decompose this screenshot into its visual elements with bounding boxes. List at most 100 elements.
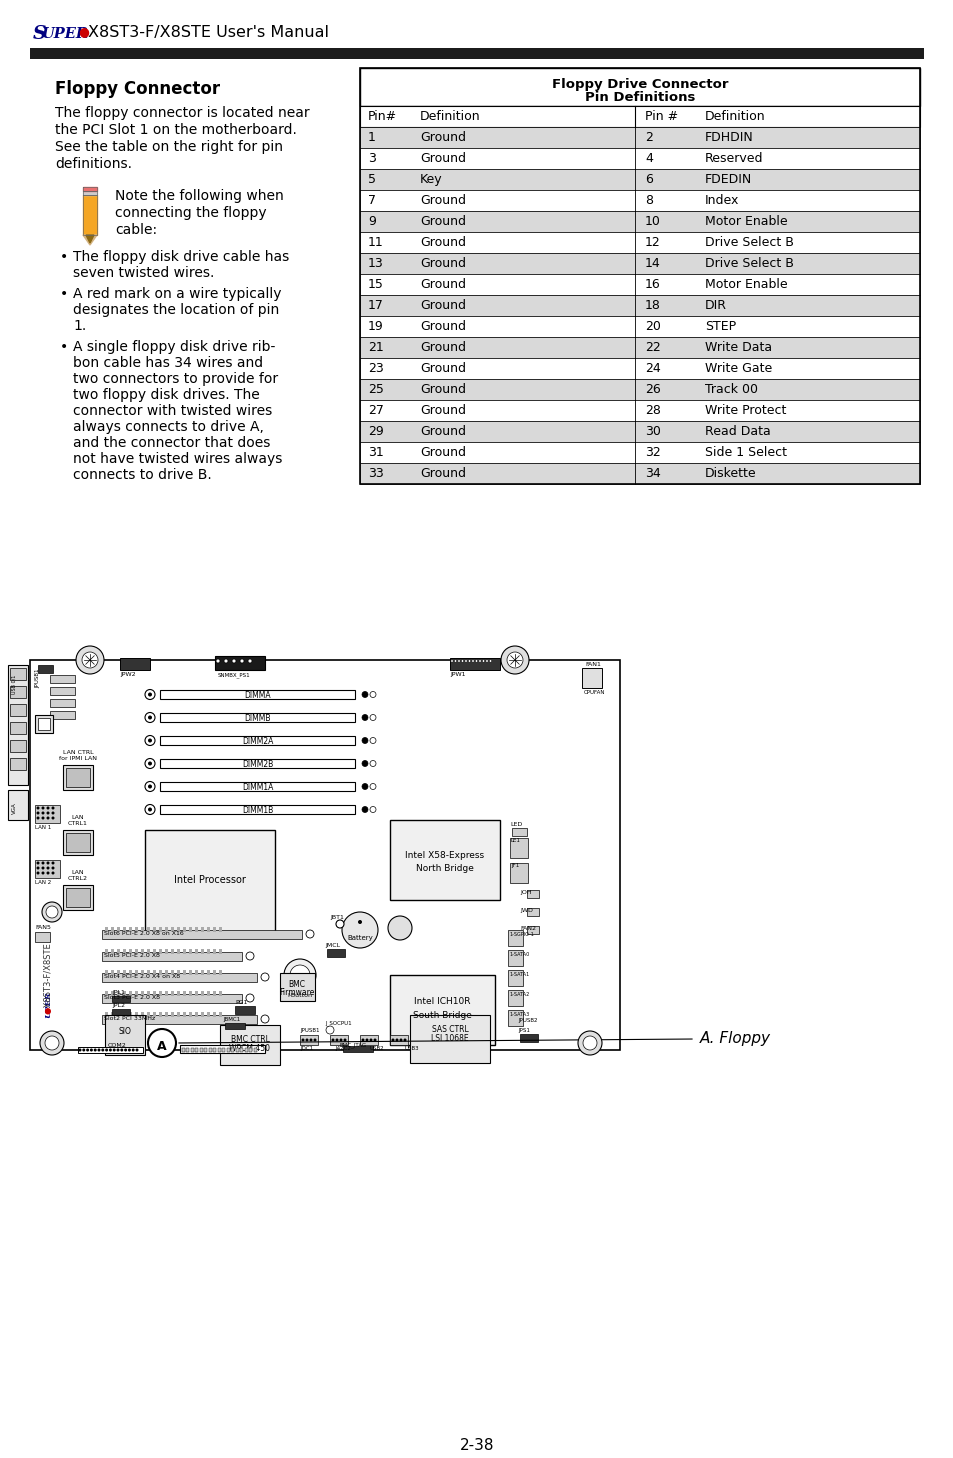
Bar (526, 926, 538, 935)
Circle shape (232, 659, 235, 663)
Bar (359, 379, 919, 399)
Circle shape (36, 866, 39, 869)
Bar (129, 1012, 132, 1018)
Bar (38, 717, 50, 730)
Circle shape (248, 659, 252, 663)
Bar (195, 1048, 198, 1053)
Bar (117, 1012, 120, 1018)
Circle shape (116, 1048, 119, 1051)
Circle shape (42, 862, 45, 865)
Circle shape (451, 660, 453, 662)
Text: 2: 2 (644, 131, 652, 144)
Bar (152, 991, 156, 996)
Text: DIMM2A: DIMM2A (241, 736, 273, 746)
Text: 17: 17 (368, 299, 383, 312)
Bar (245, 1048, 248, 1053)
Text: 22: 22 (644, 341, 660, 354)
Bar (171, 1012, 173, 1018)
Circle shape (370, 806, 375, 812)
Bar (177, 991, 180, 996)
Circle shape (148, 761, 152, 765)
Text: Intel X58-Express: Intel X58-Express (405, 850, 484, 860)
Bar (280, 972, 314, 1002)
Text: SNMBX_PS1: SNMBX_PS1 (218, 672, 251, 678)
Bar (359, 399, 919, 421)
Text: STEP: STEP (704, 319, 736, 332)
Circle shape (224, 659, 228, 663)
Bar (50, 698, 75, 707)
Text: JDC1: JDC1 (299, 1045, 313, 1051)
Circle shape (42, 816, 45, 819)
Bar (147, 991, 150, 996)
Text: 34: 34 (644, 467, 660, 480)
Bar (253, 1048, 256, 1053)
Circle shape (370, 738, 375, 744)
Text: USB 0/1: USB 0/1 (12, 675, 17, 694)
Bar (214, 656, 265, 671)
Circle shape (45, 1037, 59, 1050)
Text: connects to drive B.: connects to drive B. (73, 468, 212, 483)
Text: 1.: 1. (73, 319, 86, 332)
Text: LED: LED (510, 822, 521, 827)
Text: Ground: Ground (419, 236, 465, 249)
Circle shape (148, 808, 152, 812)
Circle shape (240, 659, 244, 663)
Bar (213, 970, 215, 975)
Text: connecting the floppy: connecting the floppy (115, 206, 266, 220)
Text: CTRL1: CTRL1 (68, 821, 88, 827)
Text: DIMMA: DIMMA (244, 691, 271, 700)
Circle shape (370, 761, 375, 767)
Text: Firmware: Firmware (279, 989, 314, 997)
Bar (507, 951, 522, 967)
Text: 16: 16 (644, 278, 660, 292)
Bar (105, 991, 108, 996)
Bar (135, 949, 138, 954)
Text: USB2: USB2 (370, 1045, 384, 1051)
Bar (10, 722, 26, 733)
Bar (359, 69, 919, 484)
Text: two floppy disk drives. The: two floppy disk drives. The (73, 388, 259, 402)
Bar (227, 1048, 230, 1053)
Bar (359, 337, 919, 359)
Text: Track 00: Track 00 (704, 383, 758, 397)
Bar (129, 991, 132, 996)
Bar (201, 1012, 204, 1018)
Text: S: S (44, 1032, 55, 1040)
Text: 1-SATA0: 1-SATA0 (509, 952, 529, 956)
Circle shape (109, 1048, 112, 1051)
Bar (147, 927, 150, 932)
Bar (123, 991, 126, 996)
Text: 2-38: 2-38 (459, 1438, 494, 1454)
Circle shape (472, 660, 474, 662)
Bar (359, 254, 919, 274)
Circle shape (101, 1048, 104, 1051)
Text: 4: 4 (644, 152, 652, 165)
Bar (240, 1048, 243, 1053)
Bar (213, 991, 215, 996)
Circle shape (339, 1038, 342, 1041)
Bar (105, 970, 108, 975)
Text: Ground: Ground (419, 446, 465, 459)
Circle shape (46, 905, 58, 919)
Bar (359, 211, 919, 232)
Bar (111, 927, 113, 932)
Text: See the table on the right for pin: See the table on the right for pin (55, 140, 283, 155)
Text: UPER: UPER (44, 991, 52, 1018)
Circle shape (261, 1015, 269, 1024)
Circle shape (370, 714, 375, 720)
Bar (359, 190, 919, 211)
Circle shape (314, 1038, 316, 1041)
Circle shape (47, 812, 50, 815)
Text: 26: 26 (644, 383, 660, 397)
Text: 5: 5 (368, 174, 375, 187)
Text: Key: Key (419, 174, 442, 187)
Text: 29: 29 (368, 424, 383, 437)
Text: Ground: Ground (419, 257, 465, 270)
Text: BMC CTRL: BMC CTRL (231, 1035, 269, 1044)
Bar (183, 1012, 186, 1018)
Circle shape (51, 812, 54, 815)
Text: Write Gate: Write Gate (704, 362, 771, 375)
Bar (191, 1048, 193, 1053)
Circle shape (369, 1038, 372, 1041)
Bar (526, 889, 538, 898)
